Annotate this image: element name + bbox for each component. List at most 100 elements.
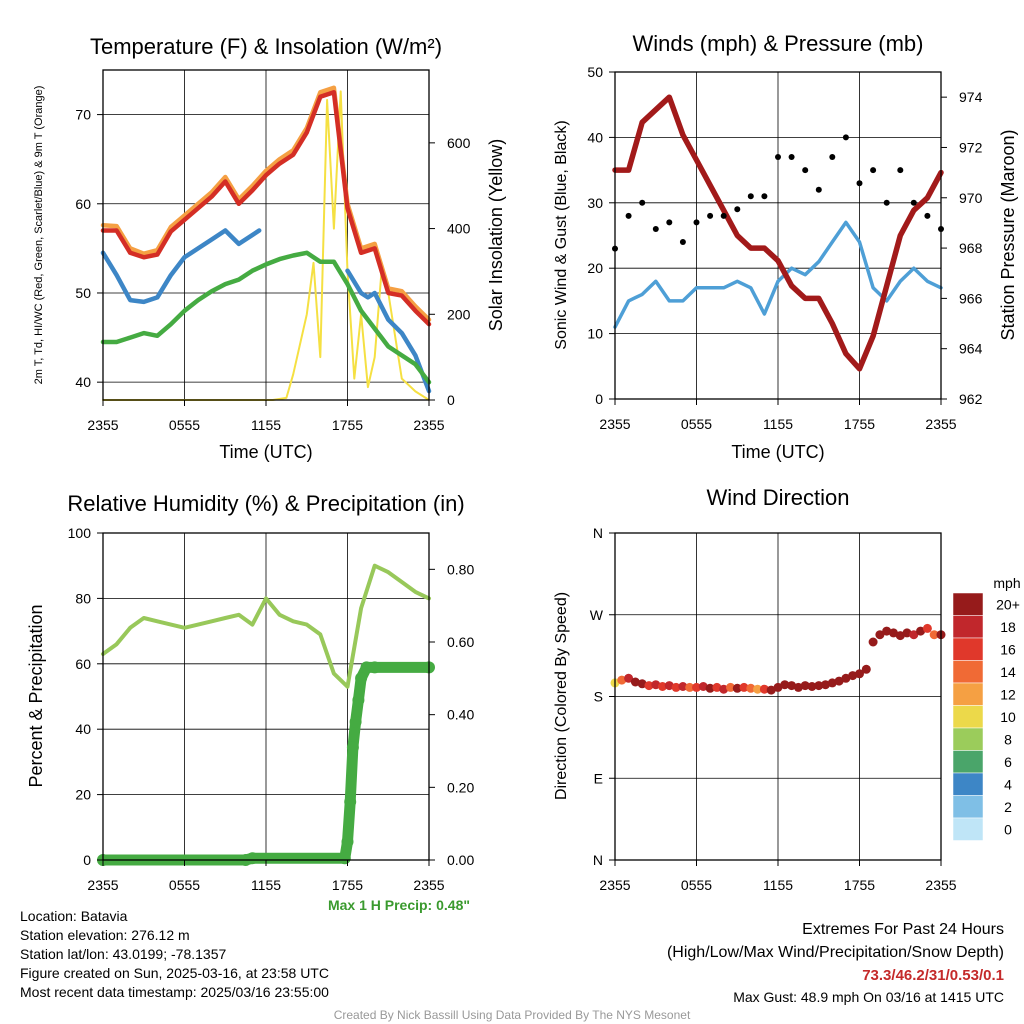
y-tick-label: 80 xyxy=(75,590,91,606)
y-tick-label: 0 xyxy=(595,391,603,407)
direction-point xyxy=(848,671,858,681)
direction-point xyxy=(814,681,824,691)
colorbar-label: 18 xyxy=(1000,619,1016,635)
max-gust: Max Gust: 48.9 mph On 03/16 at 1415 UTC xyxy=(733,989,1004,1005)
gust-point xyxy=(666,219,673,226)
x-tick-label: 1755 xyxy=(332,417,363,433)
gust-point xyxy=(870,167,877,174)
gust-point xyxy=(883,199,890,206)
precip-point xyxy=(346,741,359,754)
direction-point xyxy=(868,637,878,647)
x-tick-label: 0555 xyxy=(169,877,200,893)
direction-point xyxy=(834,676,844,686)
direction-point xyxy=(678,682,688,691)
y-tick-label: N xyxy=(593,852,603,868)
colorbar-label: 0 xyxy=(1004,821,1012,837)
y-right-tick-label: 0.80 xyxy=(447,561,474,577)
x-tick-label: 2355 xyxy=(925,416,956,432)
direction-point xyxy=(861,664,871,674)
direction-point xyxy=(841,673,851,683)
y-right-tick-label: 200 xyxy=(447,306,471,322)
direction-point xyxy=(705,683,715,693)
y-axis-label: Sonic Wind & Gust (Blue, Black) xyxy=(553,120,570,349)
direction-point xyxy=(780,680,790,690)
direction-point xyxy=(773,682,783,692)
panel-title: Temperature (F) & Insolation (W/m²) xyxy=(90,34,442,59)
x-tick-label: 2355 xyxy=(413,417,444,433)
y-axis-label: Percent & Precipitation xyxy=(26,604,46,787)
y-tick-label: 60 xyxy=(75,656,91,672)
precip-point xyxy=(344,795,357,808)
precip-point xyxy=(341,835,354,848)
x-tick-label: 1755 xyxy=(844,877,875,893)
direction-point xyxy=(658,682,667,691)
y-tick-label: 20 xyxy=(587,260,603,276)
direction-point xyxy=(664,681,674,691)
direction-point xyxy=(827,678,837,688)
colorbar-label: 4 xyxy=(1004,776,1012,792)
direction-point xyxy=(922,623,932,633)
elevation: Station elevation: 276.12 m xyxy=(20,927,190,943)
lat-lon: Station lat/lon: 43.0199; -78.1357 xyxy=(20,946,227,962)
x-tick-label: 2355 xyxy=(87,417,118,433)
colorbar-swatch xyxy=(952,660,984,684)
y-tick-label: 40 xyxy=(587,129,603,145)
y-right-axis-label: Solar Insolation (Yellow) xyxy=(486,139,506,331)
direction-point xyxy=(746,683,756,693)
gust-point xyxy=(652,226,659,232)
relative-humidity-line xyxy=(101,563,431,689)
colorbar-swatch xyxy=(952,772,984,796)
gust-point xyxy=(815,186,822,193)
colorbar-swatch xyxy=(952,795,984,819)
y-tick-label: 40 xyxy=(75,374,91,390)
t2m-line xyxy=(100,90,432,327)
extremes-heading: Extremes For Past 24 Hours xyxy=(802,921,1004,938)
colorbar-label: 8 xyxy=(1004,731,1012,747)
direction-point xyxy=(889,628,898,638)
panel-title: Relative Humidity (%) & Precipitation (i… xyxy=(67,491,464,516)
figure-created: Figure created on Sun, 2025-03-16, at 23… xyxy=(20,965,329,981)
y-tick-label: 70 xyxy=(75,107,91,123)
y-tick-label: 20 xyxy=(75,787,91,803)
gust-point xyxy=(734,206,741,213)
panel-title: Wind Direction xyxy=(706,485,849,510)
direction-point xyxy=(671,682,681,692)
gust-point xyxy=(910,199,917,206)
colorbar-label: 16 xyxy=(1000,641,1016,657)
colorbar-swatch xyxy=(952,592,984,616)
x-tick-label: 1755 xyxy=(332,877,363,893)
y-axis-label: 2m T, Td, HI/WC (Red, Green, Scarlet/Blu… xyxy=(33,86,45,385)
y-right-tick-label: 0.00 xyxy=(447,852,474,868)
precip-point xyxy=(368,661,381,674)
colorbar-label: 6 xyxy=(1004,754,1012,770)
direction-point xyxy=(807,682,817,691)
colorbar-swatch xyxy=(952,705,984,729)
colorbar-label: 12 xyxy=(1000,686,1016,702)
y-right-tick-label: 966 xyxy=(959,290,983,306)
direction-point xyxy=(617,675,627,685)
x-tick-label: 1755 xyxy=(844,416,875,432)
station-info: Location: Batavia Station elevation: 276… xyxy=(20,907,329,1002)
wind-direction-panel: Wind Direction 2355 0555 1155 1755 2355 N E S W N… xyxy=(553,485,1021,893)
y-tick-label: 0 xyxy=(83,852,91,868)
y-tick-label: 50 xyxy=(75,285,91,301)
credit: Created By Nick Bassill Using Data Provi… xyxy=(334,1008,691,1022)
y-tick-label: N xyxy=(593,525,603,541)
direction-point xyxy=(909,630,919,640)
colorbar-label: 10 xyxy=(1000,709,1016,725)
colorbar-swatch xyxy=(952,727,984,751)
precip-point xyxy=(246,852,259,865)
gust-point xyxy=(625,212,632,219)
humidity-panel: Relative Humidity (%) & Precipitation (i… xyxy=(26,491,474,913)
x-tick-label: 2355 xyxy=(87,877,118,893)
gust-point xyxy=(775,154,781,160)
precip-point xyxy=(352,694,365,707)
gust-point xyxy=(829,154,836,160)
x-tick-label: 0555 xyxy=(169,417,200,433)
y-tick-label: W xyxy=(590,607,604,623)
windchill-line xyxy=(100,228,432,394)
direction-point xyxy=(698,682,708,691)
x-tick-label: 1155 xyxy=(763,416,793,432)
colorbar-swatch xyxy=(952,682,984,706)
y-right-tick-label: 974 xyxy=(959,89,983,105)
